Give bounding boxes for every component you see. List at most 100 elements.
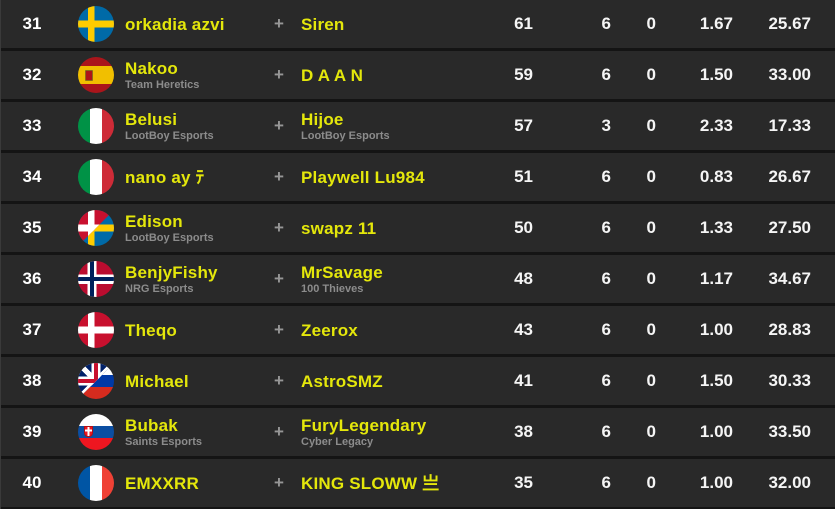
player1-cell: BenjyFishy NRG Esports (125, 263, 265, 296)
flag-cell (63, 261, 125, 297)
player2-name: FuryLegendary (301, 415, 427, 435)
rank-number: 33 (22, 116, 42, 135)
flag-cell (63, 108, 125, 144)
country-flag-icon (78, 312, 114, 348)
player2-name: swapz 11 (301, 218, 377, 238)
stat-wins: 0 (646, 473, 656, 492)
flag-base (78, 159, 114, 195)
player2-name: Hijoe (301, 109, 344, 129)
stat-matches: 6 (601, 167, 611, 186)
stat-ratio: 1.00 (699, 422, 733, 441)
rank-number: 35 (22, 218, 42, 237)
country-flag-icon (78, 6, 114, 42)
stat-wins: 0 (646, 167, 656, 186)
player1-cell: Belusi LootBoy Esports (125, 110, 265, 143)
player1-team: Saints Esports (125, 435, 203, 448)
stat-matches: 6 (601, 269, 611, 288)
flag-cell (63, 6, 125, 42)
table-row[interactable]: 39 Bubak Saints Esports + FuryLegendary … (1, 408, 835, 459)
country-flag-icon (78, 108, 114, 144)
rank-number: 38 (22, 371, 42, 390)
stat-average: 17.33 (768, 116, 811, 135)
stat-matches: 6 (601, 320, 611, 339)
player1-cell: nano ay ﾃ (125, 168, 265, 187)
stat-wins: 0 (646, 65, 656, 84)
player1-cell: EMXXRR (125, 474, 265, 493)
stat-ratio: 2.33 (699, 116, 733, 135)
player2-name: KING SLOWW 亗 (301, 473, 440, 493)
player1-cell: orkadia azvi (125, 15, 265, 34)
plus-icon: + (274, 269, 284, 288)
table-row[interactable]: 38 Michael + AstroSMZ 41 6 0 1.50 30.33 (1, 357, 835, 408)
stat-ratio: 1.00 (699, 320, 733, 339)
player1-name: Theqo (125, 320, 177, 340)
country-flag-icon (78, 363, 114, 399)
player2-cell: swapz 11 (293, 219, 438, 238)
table-row[interactable]: 31 orkadia azvi + Siren 61 6 0 1.67 25.6… (1, 0, 835, 51)
plus-icon: + (274, 218, 284, 237)
flag-cell (63, 210, 125, 246)
player1-name: orkadia azvi (125, 14, 225, 34)
stat-wins: 0 (646, 116, 656, 135)
flag-base (78, 465, 114, 501)
player1-team: Team Heretics (125, 78, 200, 91)
stat-ratio: 1.00 (699, 473, 733, 492)
stat-points: 51 (514, 167, 533, 186)
country-flag-icon (78, 210, 114, 246)
stat-matches: 6 (601, 473, 611, 492)
player1-name: BenjyFishy (125, 262, 218, 282)
table-row[interactable]: 35 Edison LootBoy Esports + swapz 11 50 … (1, 204, 835, 255)
country-flag-icon (78, 159, 114, 195)
plus-icon: + (274, 116, 284, 135)
stat-points: 38 (514, 422, 533, 441)
stat-points: 59 (514, 65, 533, 84)
stat-matches: 6 (601, 218, 611, 237)
rank-number: 39 (22, 422, 42, 441)
rank-number: 31 (22, 14, 42, 33)
stat-points: 43 (514, 320, 533, 339)
plus-icon: + (274, 167, 284, 186)
stat-ratio: 1.50 (699, 65, 733, 84)
stat-matches: 6 (601, 371, 611, 390)
stat-wins: 0 (646, 269, 656, 288)
player1-team: LootBoy Esports (125, 129, 214, 142)
player2-cell: Zeerox (293, 321, 438, 340)
flag-emblem (85, 70, 93, 81)
country-flag-icon (78, 414, 114, 450)
flag-emblem (84, 426, 93, 437)
stat-average: 25.67 (768, 14, 811, 33)
player2-name: Playwell Lu984 (301, 167, 425, 187)
stat-wins: 0 (646, 320, 656, 339)
stat-points: 57 (514, 116, 533, 135)
stat-ratio: 1.17 (699, 269, 733, 288)
player1-cell: Bubak Saints Esports (125, 416, 265, 449)
plus-icon: + (274, 371, 284, 390)
player2-cell: Playwell Lu984 (293, 168, 438, 187)
stat-points: 48 (514, 269, 533, 288)
player2-name: AstroSMZ (301, 371, 383, 391)
rank-number: 34 (22, 167, 42, 186)
player2-cell: D A A N (293, 66, 438, 85)
player1-name: Edison (125, 211, 183, 231)
player2-cell: MrSavage 100 Thieves (293, 263, 438, 296)
player2-cell: KING SLOWW 亗 (293, 473, 440, 493)
country-flag-icon (78, 261, 114, 297)
table-row[interactable]: 32 Nakoo Team Heretics + D A A N 59 6 0 … (1, 51, 835, 102)
table-row[interactable]: 36 BenjyFishy NRG Esports + MrSavage 100… (1, 255, 835, 306)
table-row[interactable]: 37 Theqo + Zeerox 43 6 0 1.00 28.83 (1, 306, 835, 357)
table-row[interactable]: 40 EMXXRR + KING SLOWW 亗 35 6 0 1.00 32.… (1, 459, 835, 509)
table-row[interactable]: 34 nano ay ﾃ + Playwell Lu984 51 6 0 0.8… (1, 153, 835, 204)
table-row[interactable]: 33 Belusi LootBoy Esports + Hijoe LootBo… (1, 102, 835, 153)
flag-cell (63, 414, 125, 450)
flag-base (78, 57, 114, 93)
flag-base (78, 108, 114, 144)
flag-base (78, 6, 114, 42)
flag-cell (63, 159, 125, 195)
player1-cell: Michael (125, 372, 265, 391)
player2-cell: AstroSMZ (293, 372, 438, 391)
flag-cell (63, 57, 125, 93)
stat-wins: 0 (646, 14, 656, 33)
player1-name: Nakoo (125, 58, 178, 78)
player1-cell: Edison LootBoy Esports (125, 212, 265, 245)
